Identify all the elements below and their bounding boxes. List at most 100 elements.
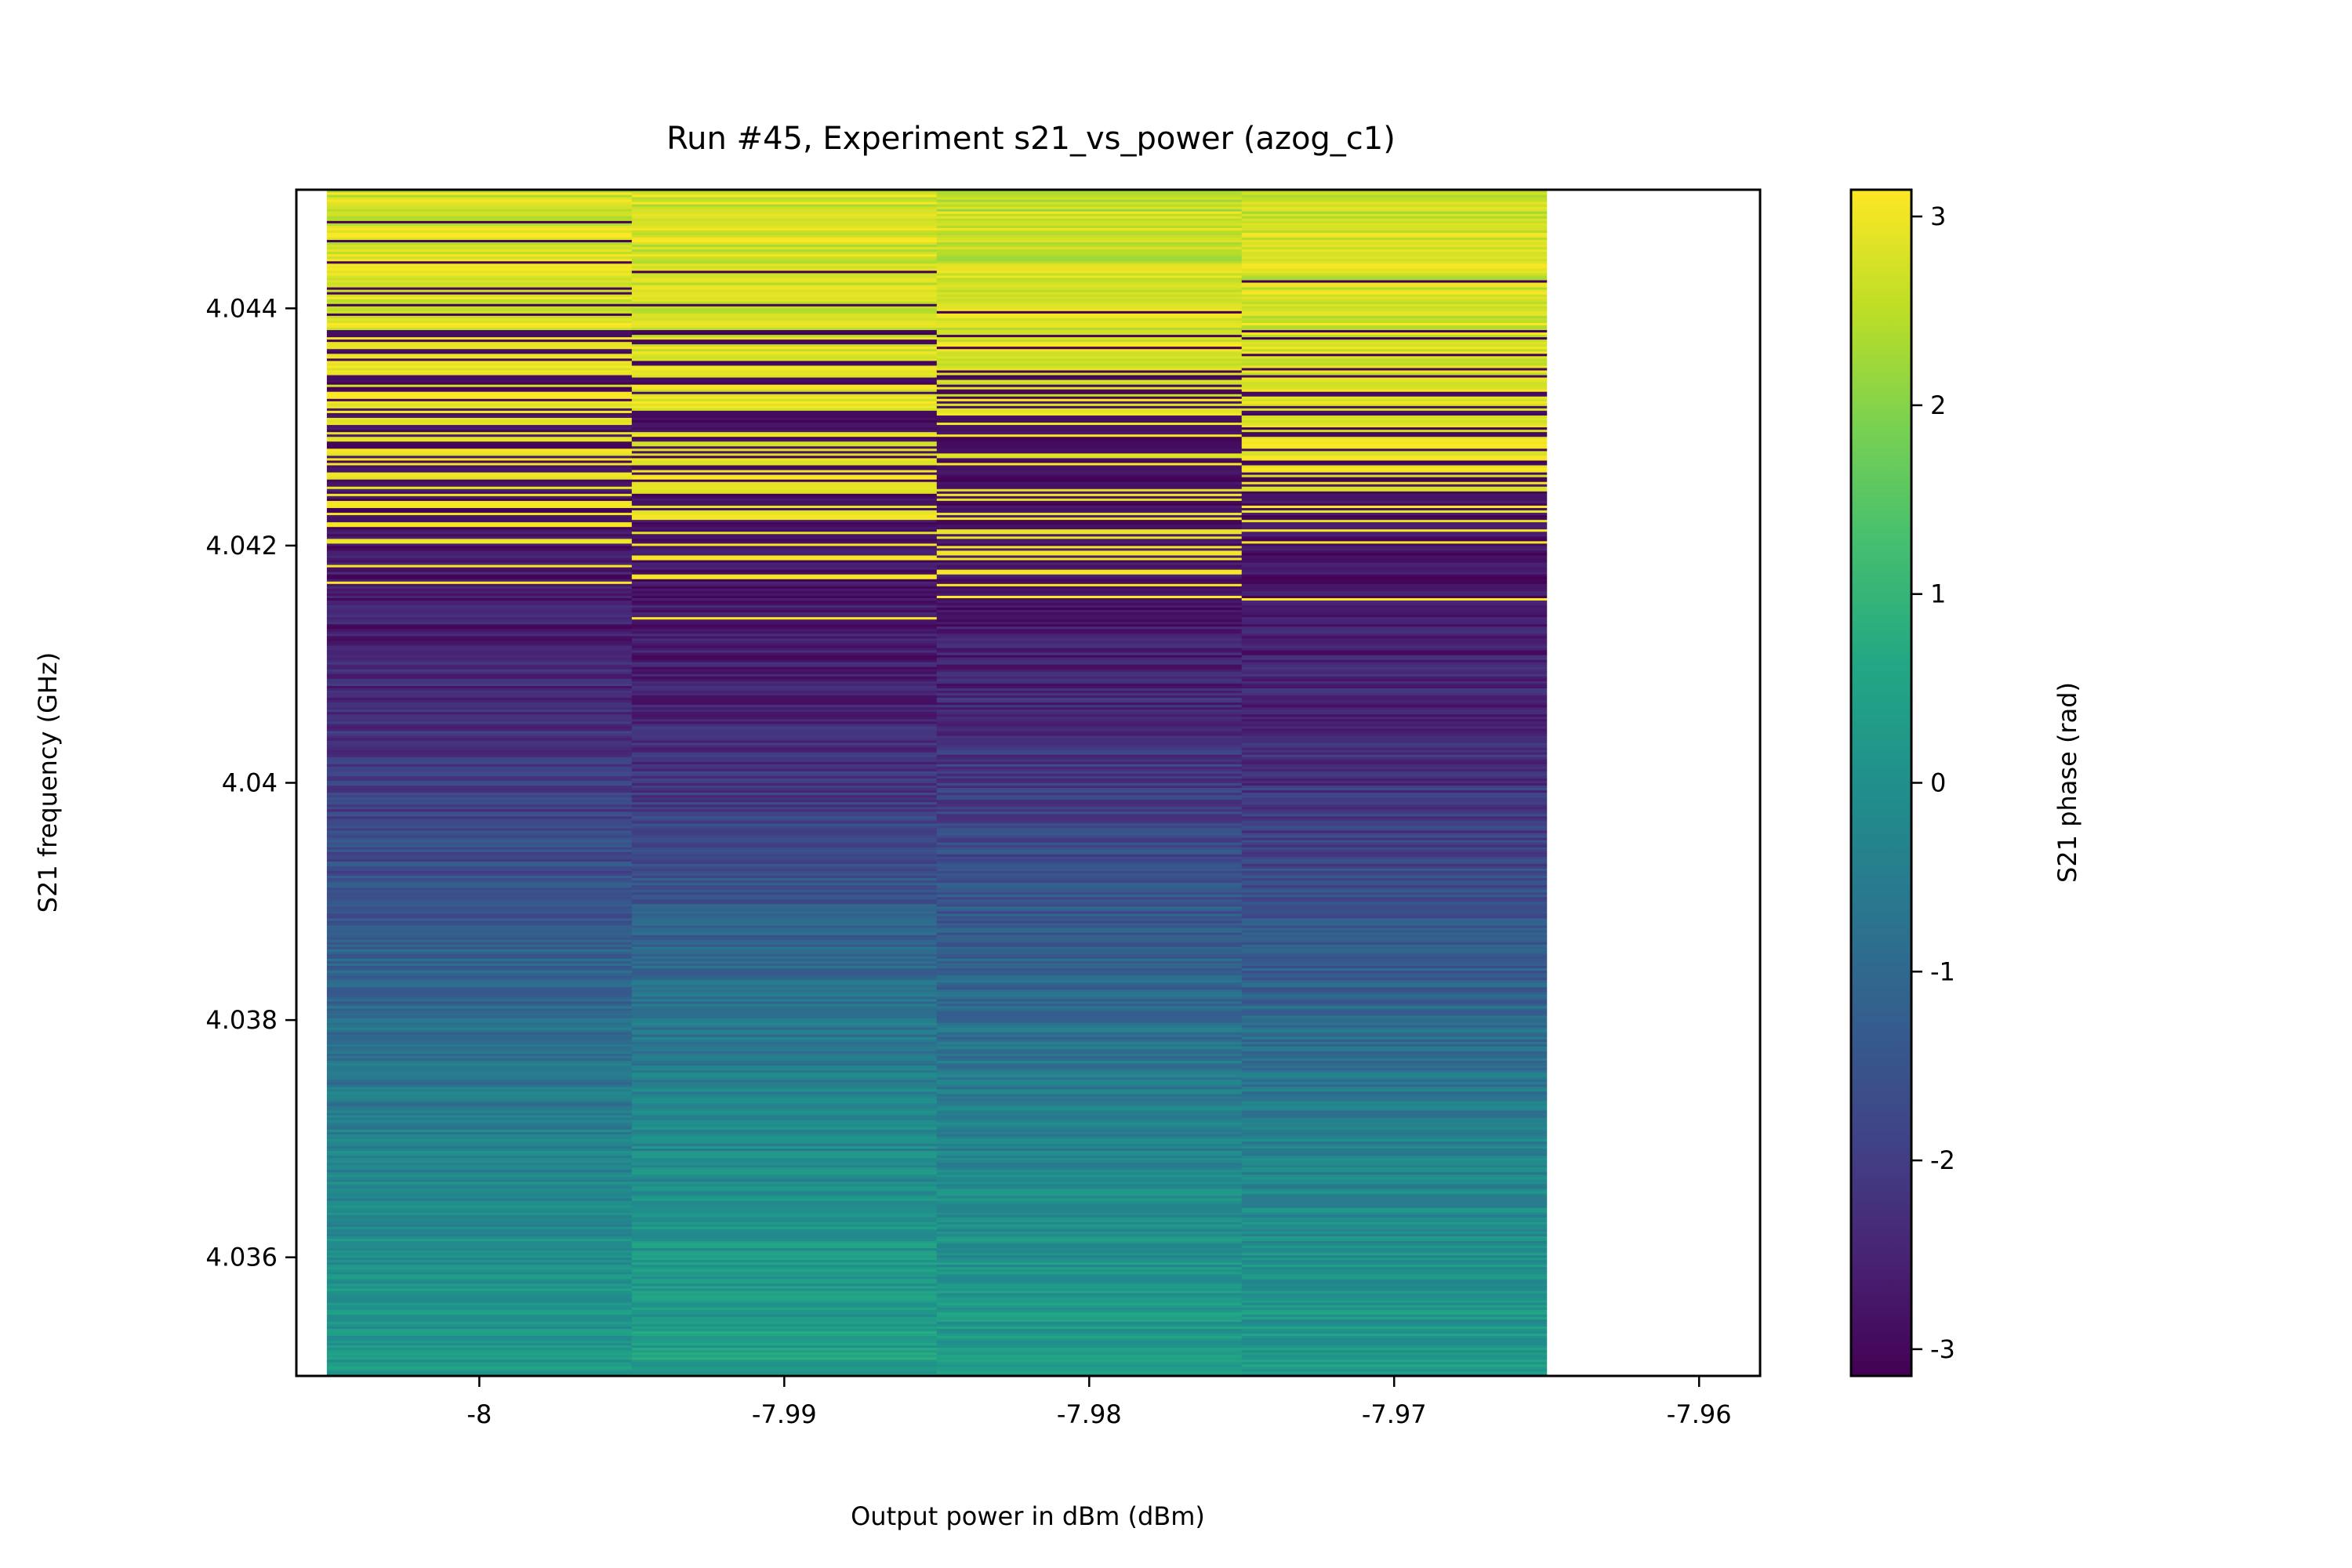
heatmap-cell	[631, 1034, 938, 1037]
y-tick-label: 4.04	[222, 768, 278, 798]
heatmap-cell	[326, 1046, 633, 1049]
heatmap-cell	[326, 889, 633, 893]
heatmap-cell	[1241, 204, 1548, 207]
heatmap-cell	[631, 612, 938, 615]
heatmap-cell	[631, 426, 938, 430]
heatmap-cell	[936, 1259, 1243, 1263]
heatmap-cell	[1241, 355, 1548, 359]
heatmap-cell	[326, 804, 633, 808]
heatmap-cell	[631, 738, 938, 741]
heatmap-cell	[936, 1288, 1243, 1291]
heatmap-cell	[1241, 251, 1548, 255]
heatmap-cell	[326, 825, 633, 829]
heatmap-cell	[631, 467, 938, 470]
heatmap-cell	[936, 1027, 1243, 1030]
heatmap-cell	[936, 901, 1243, 905]
heatmap-cell	[326, 375, 633, 378]
heatmap-cell	[326, 1368, 633, 1372]
heatmap-cell	[1241, 550, 1548, 554]
heatmap-cell	[631, 652, 938, 655]
heatmap-cell	[326, 1345, 633, 1348]
heatmap-cell	[631, 540, 938, 544]
heatmap-cell	[326, 1098, 633, 1102]
heatmap-cell	[326, 341, 633, 345]
heatmap-cell	[631, 336, 938, 340]
heatmap-cell	[326, 583, 633, 586]
heatmap-cell	[326, 1148, 633, 1152]
heatmap-cell	[936, 956, 1243, 959]
heatmap-cell	[326, 873, 633, 877]
heatmap-cell	[631, 740, 938, 743]
heatmap-cell	[631, 730, 938, 734]
heatmap-cell	[326, 642, 633, 646]
heatmap-cell	[936, 263, 1243, 267]
heatmap-cell	[326, 1048, 633, 1051]
heatmap-cell	[936, 569, 1243, 572]
heatmap-cell	[326, 699, 633, 703]
heatmap-cell	[631, 942, 938, 945]
heatmap-cell	[1241, 650, 1548, 653]
heatmap-cell	[326, 1062, 633, 1066]
heatmap-cell	[1241, 1226, 1548, 1229]
heatmap-cell	[1241, 1167, 1548, 1171]
heatmap-cell	[1241, 1058, 1548, 1062]
heatmap-cell	[1241, 856, 1548, 859]
heatmap-cell	[631, 1074, 938, 1078]
heatmap-cell	[326, 325, 633, 328]
heatmap-cell	[1241, 346, 1548, 350]
heatmap-cell	[631, 704, 938, 708]
heatmap-cell	[326, 1359, 633, 1363]
heatmap-cell	[631, 1254, 938, 1258]
heatmap-cell	[326, 1032, 633, 1035]
heatmap-cell	[936, 1003, 1243, 1007]
heatmap-cell	[936, 1266, 1243, 1270]
heatmap-cell	[326, 256, 633, 260]
heatmap-cell	[936, 1041, 1243, 1044]
heatmap-cell	[936, 279, 1243, 283]
heatmap-cell	[936, 329, 1243, 333]
heatmap-cell	[326, 752, 633, 755]
heatmap-cell	[631, 1356, 938, 1360]
heatmap-cell	[326, 365, 633, 368]
heatmap-cell	[936, 915, 1243, 919]
heatmap-cell	[1241, 362, 1548, 366]
heatmap-cell	[936, 711, 1243, 715]
heatmap-cell	[326, 310, 633, 314]
heatmap-cell	[936, 766, 1243, 769]
heatmap-cell	[326, 1278, 633, 1282]
heatmap-cell	[326, 1100, 633, 1104]
heatmap-cell	[1241, 837, 1548, 840]
heatmap-cell	[936, 628, 1243, 632]
heatmap-cell	[631, 858, 938, 862]
heatmap-cell	[936, 1124, 1243, 1127]
heatmap-cell	[1241, 956, 1548, 959]
heatmap-cell	[1241, 1266, 1548, 1270]
heatmap-cell	[631, 299, 938, 302]
heatmap-cell	[326, 906, 633, 909]
heatmap-cell	[1241, 849, 1548, 852]
heatmap-cell	[326, 676, 633, 679]
heatmap-cell	[936, 514, 1243, 518]
heatmap-cell	[1241, 1273, 1548, 1277]
heatmap-cell	[936, 676, 1243, 679]
heatmap-cell	[326, 595, 633, 598]
heatmap-cell	[1241, 847, 1548, 850]
heatmap-cell	[936, 358, 1243, 361]
heatmap-cell	[1241, 448, 1548, 452]
heatmap-cell	[936, 1183, 1243, 1187]
heatmap-cell	[631, 939, 938, 942]
heatmap-cell	[326, 422, 633, 426]
heatmap-cell	[631, 1335, 938, 1339]
heatmap-cell	[936, 894, 1243, 898]
heatmap-cell	[936, 946, 1243, 949]
heatmap-cell	[631, 664, 938, 667]
heatmap-cell	[631, 1157, 938, 1161]
heatmap-cell	[326, 778, 633, 781]
heatmap-cell	[936, 1190, 1243, 1194]
heatmap-cell	[326, 697, 633, 701]
heatmap-cell	[1241, 1145, 1548, 1149]
y-axis-label: S21 frequency (GHz)	[33, 652, 63, 913]
heatmap-cell	[326, 443, 633, 447]
heatmap-cell	[631, 1150, 938, 1154]
heatmap-cell	[936, 360, 1243, 364]
